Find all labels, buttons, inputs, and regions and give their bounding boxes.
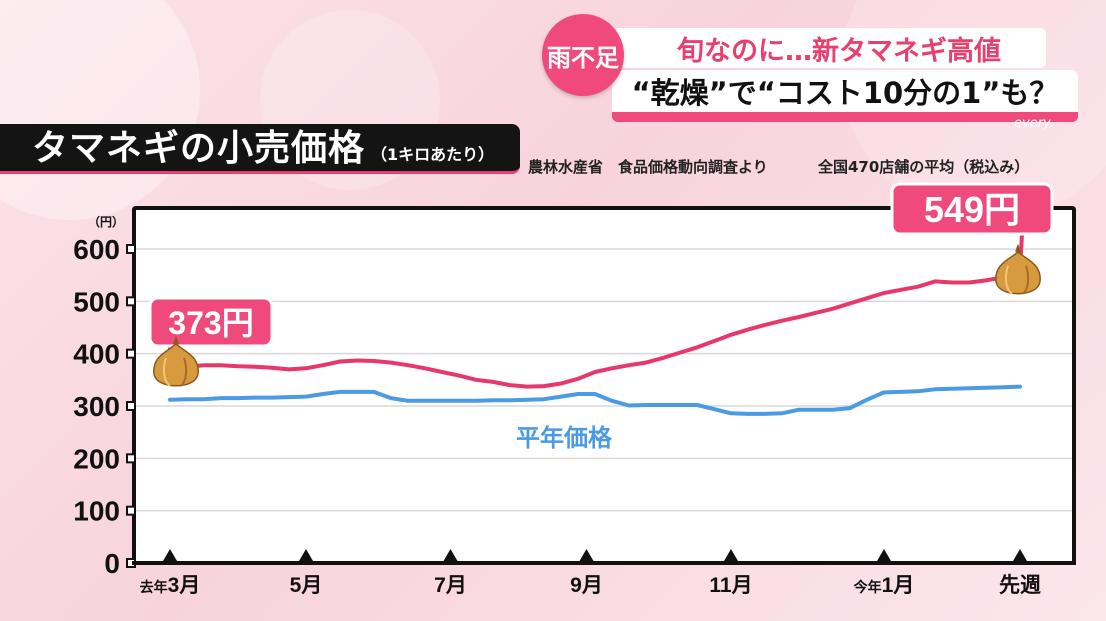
x-tick-label: 9月 bbox=[570, 574, 603, 597]
headline-badge: 雨不足 bbox=[542, 14, 624, 96]
y-tick-label: 400 bbox=[73, 339, 120, 370]
y-tick-mark bbox=[126, 244, 136, 254]
onion-icon bbox=[995, 243, 1041, 295]
chart-scope-note: 全国470店舗の平均（税込み） bbox=[818, 158, 1030, 176]
y-axis-unit: （円） bbox=[88, 214, 124, 229]
x-tick-label: 7月 bbox=[434, 574, 467, 597]
x-tick-label: 今年1月 bbox=[853, 574, 915, 597]
annotation-box bbox=[890, 182, 1054, 236]
x-tick-label: 去年3月 bbox=[140, 574, 201, 597]
series-line-average bbox=[168, 384, 1022, 416]
x-tick-mark bbox=[163, 549, 177, 561]
chart-subtitle: （1キロあたり） bbox=[371, 145, 495, 164]
y-tick-label: 200 bbox=[73, 443, 120, 474]
x-tick-mark bbox=[1013, 549, 1027, 561]
onion-icon bbox=[153, 335, 199, 387]
x-tick-label: 5月 bbox=[290, 574, 323, 597]
y-tick-label: 0 bbox=[104, 548, 120, 579]
y-tick-mark bbox=[126, 453, 136, 464]
y-tick-label: 500 bbox=[73, 286, 120, 317]
headline-line2: “乾燥”で“コスト10分の1”も？ bbox=[612, 70, 1078, 122]
x-tick-mark bbox=[579, 549, 594, 561]
y-tick-mark bbox=[126, 348, 136, 359]
y-tick-mark bbox=[126, 401, 136, 411]
x-tick-mark bbox=[299, 549, 313, 561]
x-tick-label: 先週 bbox=[999, 574, 1041, 597]
chart-title: タマネギの小売価格 bbox=[32, 128, 366, 169]
series-label-average: 平年価格 bbox=[516, 424, 613, 452]
series-line-current bbox=[168, 273, 1022, 389]
headline-line1: 旬なのに…新タマネギ高値 bbox=[616, 28, 1046, 68]
x-tick-mark bbox=[724, 549, 738, 561]
annotation-box bbox=[148, 296, 274, 348]
y-tick-mark bbox=[126, 296, 136, 307]
x-tick-mark bbox=[877, 549, 891, 561]
y-tick-label: 300 bbox=[73, 391, 120, 422]
chart-panel bbox=[132, 206, 1076, 564]
annotation-label: 373円 bbox=[168, 305, 253, 341]
x-tick-label: 11月 bbox=[709, 574, 752, 597]
channel-logo: every. bbox=[1014, 116, 1054, 131]
chart-title-bar: タマネギの小売価格 （1キロあたり） bbox=[0, 124, 520, 174]
x-tick-mark bbox=[443, 549, 458, 561]
annotation-label: 549円 bbox=[924, 189, 1020, 230]
y-tick-mark bbox=[126, 505, 136, 516]
chart-source: 農林水産省 食品価格動向調査より bbox=[528, 158, 768, 176]
y-tick-label: 600 bbox=[73, 234, 120, 265]
y-tick-label: 100 bbox=[73, 496, 120, 527]
